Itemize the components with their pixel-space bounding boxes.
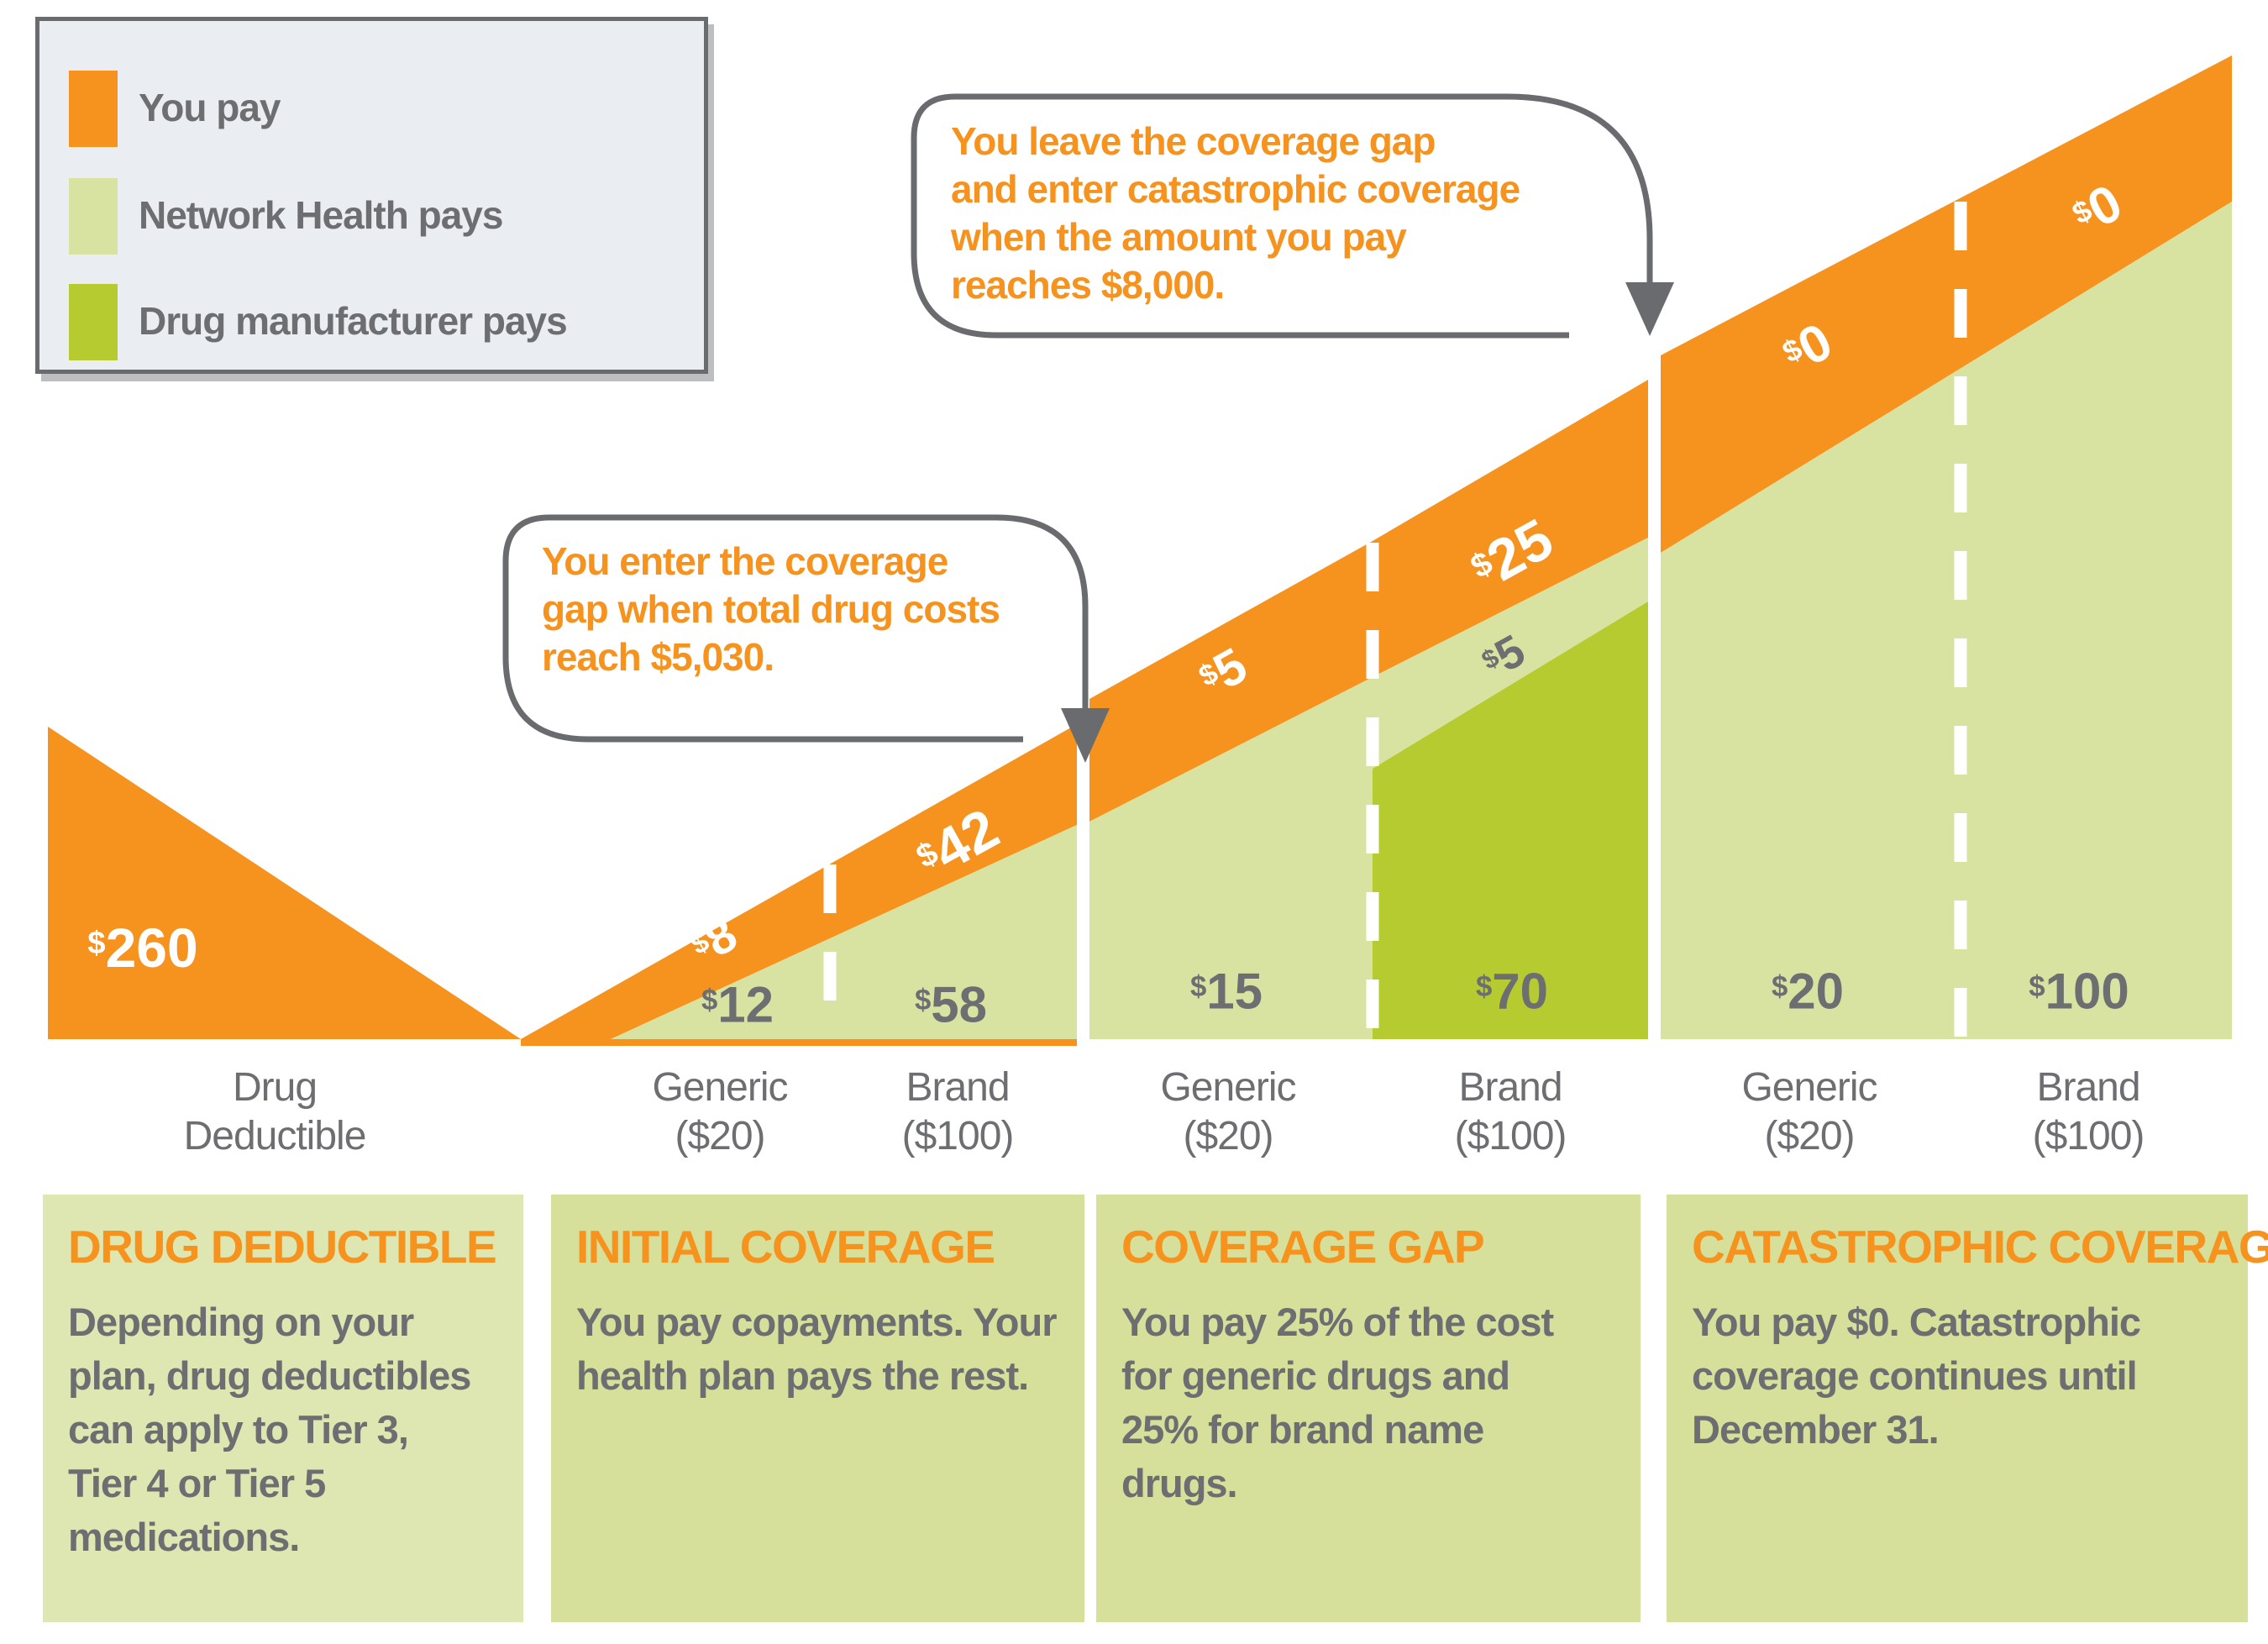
catastrophic-coverage-infobox: CATASTROPHIC COVERAGE You pay $0. Catast… [1667,1195,2268,1622]
coverage-gap-callout-arrow-icon [1061,708,1110,763]
initial-plan-pays-area [611,825,1077,1039]
legend-item-drug-manufacturer-pays: Drug manufacturer pays [39,284,704,360]
network-health-pays-swatch [69,178,118,255]
axis-label-initial-brand: Brand ($100) [901,1065,1015,1158]
axis-label-initial-generic: Generic ($20) [652,1065,788,1158]
catastrophic-callout-arrow-icon [1625,282,1674,336]
legend-item-label: You pay [139,85,281,129]
infobox-title: DRUG DEDUCTIBLE [68,1221,497,1273]
drug-deductible-infobox: DRUG DEDUCTIBLE Depending on your plan, … [43,1195,523,1622]
deductible-amount-label: $260 [87,917,198,979]
catastrophic-brand-plan-pays-label: $100 [2029,963,2129,1020]
infobox-title: CATASTROPHIC COVERAGE [1692,1221,2268,1273]
initial-you-pay-band [521,724,1077,1039]
catastrophic-you-pay-band [1661,55,2232,553]
coverage-gap-infobox: COVERAGE GAP You pay 25% of the cost for… [1096,1195,1641,1622]
drug-manufacturer-pays-swatch [69,284,118,360]
infobox-body: You pay $0. Catastrophic coverage contin… [1692,1300,2141,1452]
gap-brand-plan-pays-stripe [1373,538,1648,769]
deductible-you-pay-area [48,727,521,1039]
axis-label-catastrophic-brand: Brand ($100) [2032,1065,2145,1158]
legend-item-label: Drug manufacturer pays [139,298,568,343]
infobox-body: Depending on your plan, drug deductibles… [68,1300,471,1559]
axis-label-gap-generic: Generic ($20) [1160,1065,1296,1158]
infobox-title: INITIAL COVERAGE [576,1221,995,1273]
axis-label-drug-deductible: Drug Deductible [183,1065,367,1158]
baseline-strip [521,1039,1077,1046]
legend-item-network-health-pays: Network Health pays [39,178,704,255]
coverage-gap-callout-outline [502,514,1089,743]
gap-generic-plan-pays-area [1089,677,1373,1039]
infobox-title: COVERAGE GAP [1121,1221,1485,1273]
gap-brand-you-pay-band [1373,380,1648,677]
initial-generic-plan-pays-label: $12 [701,976,774,1033]
gap-brand-manufacturer-pays-area [1373,601,1648,1039]
catastrophic-plan-pays-area [1661,202,2232,1039]
catastrophic-callout-outline [911,93,1653,339]
initial-coverage-infobox: INITIAL COVERAGE You pay copayments. You… [551,1195,1084,1622]
catastrophic-generic-plan-pays-label: $20 [1771,963,1845,1020]
gap-generic-plan-pays-label: $15 [1189,963,1263,1020]
legend-item-label: Network Health pays [139,192,503,237]
coverage-gap-callout-text: You enter the coverage gap when total dr… [542,539,1000,679]
catastrophic-callout-text: You leave the coverage gap and enter cat… [951,119,1520,307]
initial-brand-plan-pays-label: $58 [914,976,988,1033]
you-pay-swatch [69,71,118,147]
axis-label-gap-brand: Brand ($100) [1454,1065,1567,1158]
infobox-body: You pay copayments. Your health plan pay… [576,1300,1058,1398]
legend-item-you-pay: You pay [39,71,704,147]
axis-label-catastrophic-generic: Generic ($20) [1741,1065,1877,1158]
gap-brand-manufacturer-pays-label: $70 [1475,963,1549,1020]
legend: You pay Network Health pays Drug manufac… [35,17,708,374]
gap-generic-you-pay-band [1089,541,1373,822]
infobox-body: You pay 25% of the cost for generic drug… [1121,1300,1554,1505]
